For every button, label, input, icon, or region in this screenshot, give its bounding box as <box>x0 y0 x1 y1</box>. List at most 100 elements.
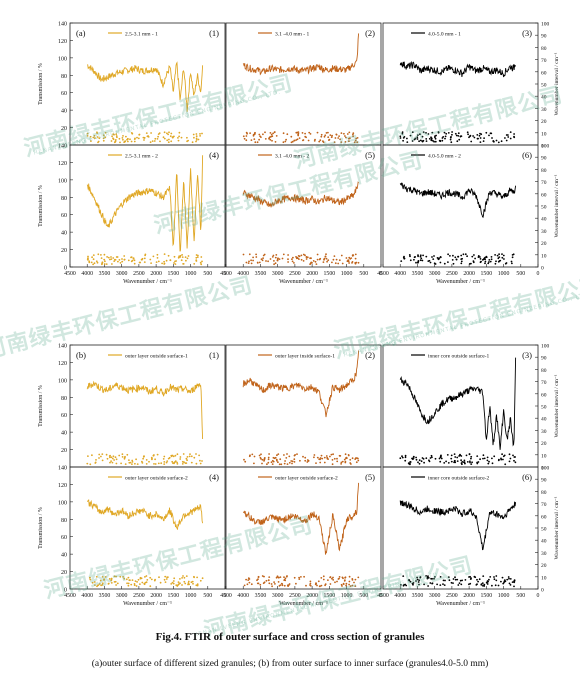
interval-point <box>340 141 343 144</box>
interval-point <box>356 141 359 144</box>
interval-point <box>131 463 133 465</box>
interval-point <box>344 457 347 459</box>
interval-point <box>404 454 407 457</box>
interval-point <box>283 454 285 456</box>
interval-point <box>354 257 357 260</box>
interval-point <box>300 258 303 261</box>
interval-point <box>340 461 343 464</box>
interval-point <box>199 261 202 264</box>
interval-point <box>304 132 306 135</box>
interval-point <box>106 457 109 460</box>
interval-point <box>491 457 493 460</box>
interval-point <box>460 583 463 586</box>
interval-point <box>199 135 202 137</box>
interval-point <box>103 258 106 261</box>
interval-point <box>309 133 312 135</box>
interval-point <box>268 576 271 578</box>
interval-point <box>170 132 173 135</box>
x-tick-label: 4500 <box>220 271 232 277</box>
interval-point <box>453 459 456 462</box>
interval-point <box>305 584 307 587</box>
interval-point <box>354 585 357 587</box>
interval-point <box>354 139 357 142</box>
interval-point <box>493 455 496 458</box>
interval-point <box>432 139 434 142</box>
x-tick-label: 2500 <box>289 593 301 599</box>
interval-point <box>120 462 122 465</box>
interval-point <box>125 135 127 138</box>
interval-point <box>293 262 295 264</box>
x-tick-label: 3500 <box>255 271 267 277</box>
interval-point <box>449 255 451 257</box>
interval-point <box>494 584 497 587</box>
interval-point <box>437 131 440 133</box>
interval-point <box>431 577 433 580</box>
interval-point <box>466 131 469 134</box>
y-tick-label: 0 <box>64 266 67 272</box>
interval-point <box>127 459 130 461</box>
interval-point <box>299 459 301 462</box>
y-tick-label: 20 <box>61 448 67 454</box>
interval-point <box>349 462 352 464</box>
interval-point <box>511 581 514 583</box>
interval-point <box>118 454 121 457</box>
interval-point <box>193 136 195 139</box>
interval-point <box>352 135 354 138</box>
interval-point <box>415 456 417 459</box>
interval-point <box>250 259 253 262</box>
interval-point <box>105 453 108 456</box>
interval-point <box>501 256 504 259</box>
interval-point <box>199 579 202 582</box>
interval-point <box>151 140 154 143</box>
interval-point <box>343 458 346 461</box>
interval-point <box>333 255 336 257</box>
interval-point <box>131 579 134 581</box>
interval-point <box>271 256 274 258</box>
interval-point <box>420 257 423 260</box>
interval-point <box>184 582 187 585</box>
x-tick-label: 2500 <box>133 271 145 277</box>
interval-point <box>250 583 253 586</box>
interval-point <box>173 577 176 580</box>
interval-point <box>295 582 297 585</box>
interval-point <box>417 134 419 137</box>
interval-point <box>479 458 481 461</box>
x-axis-label: Wavenumber / cm⁻¹ <box>123 601 172 607</box>
x-tick-label: 0 <box>224 271 227 277</box>
interval-point <box>344 579 346 582</box>
interval-point <box>416 578 419 581</box>
interval-point <box>183 576 186 579</box>
interval-point <box>173 462 175 464</box>
interval-point <box>456 460 459 462</box>
interval-point <box>292 256 294 259</box>
y2-tick-label: 0 <box>541 266 544 272</box>
interval-point <box>135 458 138 461</box>
interval-point <box>118 259 121 261</box>
interval-point <box>438 139 441 142</box>
interval-point <box>402 139 404 142</box>
interval-point <box>255 253 257 256</box>
interval-point <box>272 254 275 257</box>
interval-point <box>338 454 341 457</box>
interval-point <box>486 459 489 462</box>
interval-point <box>90 261 93 264</box>
interval-point <box>242 253 245 256</box>
interval-point <box>317 580 320 583</box>
interval-point <box>177 139 180 142</box>
interval-point <box>315 263 318 265</box>
interval-point <box>258 138 260 141</box>
legend-label: inner core outside surface-1 <box>428 353 489 360</box>
interval-point <box>419 576 422 578</box>
interval-point <box>119 575 122 578</box>
interval-point <box>288 461 291 464</box>
interval-point <box>181 584 183 586</box>
interval-point <box>149 141 152 144</box>
interval-point <box>477 580 479 583</box>
y2-tick-label: 100 <box>541 344 550 350</box>
interval-point <box>201 577 204 580</box>
y2-tick-label: 40 <box>541 539 547 545</box>
interval-point <box>484 258 486 261</box>
x-tick-label: 500 <box>516 271 525 277</box>
interval-point <box>479 137 482 139</box>
